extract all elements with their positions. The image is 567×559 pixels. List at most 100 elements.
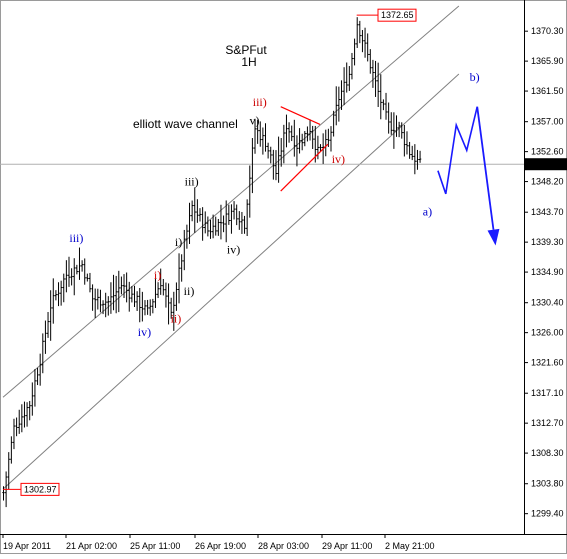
ohlc-bar bbox=[222, 215, 225, 233]
ohlc-bar bbox=[167, 283, 170, 325]
ohlc-bar bbox=[413, 144, 417, 175]
ohlc-bar bbox=[306, 126, 309, 142]
ohlc-bar bbox=[109, 282, 113, 314]
ohlc-bar bbox=[107, 296, 110, 316]
ohlc-bar bbox=[38, 353, 42, 386]
ohlc-bar bbox=[209, 219, 212, 239]
ohlc-bar bbox=[217, 218, 220, 236]
ohlc-bar bbox=[348, 66, 351, 91]
current-price-tag bbox=[525, 158, 567, 171]
ohlc-bar bbox=[12, 418, 16, 450]
ohlc-bar bbox=[101, 300, 105, 315]
ohlc-bar bbox=[329, 126, 333, 152]
ohlc-bar bbox=[337, 86, 341, 122]
price-tick-label: 1352.60 bbox=[531, 147, 564, 157]
ohlc-bar bbox=[88, 272, 92, 293]
ohlc-bar bbox=[198, 208, 202, 222]
ohlc-bar bbox=[316, 135, 320, 160]
ohlc-bar bbox=[214, 216, 217, 236]
time-tick-label: 21 Apr 02:00 bbox=[66, 541, 117, 551]
wave-label: a) bbox=[423, 205, 432, 219]
wave-label: iii) bbox=[253, 95, 267, 109]
ohlc-bar bbox=[28, 400, 31, 421]
ohlc-bar bbox=[133, 285, 136, 307]
ohlc-bar bbox=[245, 199, 249, 237]
high-marker-box bbox=[377, 8, 417, 22]
ohlc-bar bbox=[311, 125, 314, 149]
wave-label: i) bbox=[175, 235, 182, 249]
ohlc-bar bbox=[62, 273, 65, 303]
ohlc-bar bbox=[327, 128, 330, 147]
ohlc-bar bbox=[232, 201, 236, 220]
ohlc-bar bbox=[219, 204, 223, 240]
ohlc-bar bbox=[384, 92, 388, 120]
ohlc-bar bbox=[114, 275, 118, 314]
wave-label: iii) bbox=[69, 231, 83, 245]
projection-path bbox=[437, 106, 478, 195]
ohlc-bar bbox=[335, 86, 338, 126]
wave-label: ii) bbox=[171, 311, 182, 325]
ohlc-bar bbox=[130, 286, 134, 303]
price-tick-label: 1365.90 bbox=[531, 56, 564, 66]
ohlc-bar bbox=[154, 279, 157, 308]
ohlc-bar bbox=[230, 204, 233, 234]
price-axis: 1370.30 1365.90 1361.50 1357.00 1352.60 1348.… bbox=[524, 26, 564, 519]
ohlc-bar bbox=[83, 258, 86, 285]
ohlc-bar bbox=[10, 436, 13, 464]
ohlc-bar bbox=[162, 278, 165, 296]
ohlc-bar bbox=[180, 254, 183, 282]
ohlc-bar bbox=[138, 288, 141, 323]
ohlc-bar bbox=[266, 142, 270, 159]
price-tick-label: 1303.80 bbox=[531, 479, 564, 489]
ohlc-bar bbox=[293, 119, 296, 157]
ohlc-bar bbox=[86, 273, 89, 282]
ohlc-bar bbox=[418, 150, 422, 163]
ohlc-bar bbox=[104, 292, 107, 318]
channel-label: elliott wave channel bbox=[133, 117, 238, 131]
ohlc-bar bbox=[36, 367, 39, 386]
ohlc-bar bbox=[269, 146, 272, 164]
projection-arrow-head bbox=[487, 228, 500, 246]
red-trend-line-1 bbox=[280, 106, 321, 125]
ohlc-bar bbox=[46, 312, 50, 338]
price-tick-label: 1326.00 bbox=[531, 328, 564, 338]
time-axis: 19 Apr 2011 21 Apr 02:00 25 Apr 11:00 26 Ap… bbox=[2, 534, 435, 551]
ohlc-bar bbox=[361, 30, 364, 53]
ohlc-bar bbox=[295, 135, 299, 167]
price-tick-label: 1321.60 bbox=[531, 358, 564, 368]
ohlc-bar bbox=[193, 187, 196, 233]
price-tick-label: 1317.10 bbox=[531, 388, 564, 398]
ohlc-bar bbox=[91, 284, 94, 311]
red-trend-line-2 bbox=[280, 143, 329, 192]
ohlc-bar bbox=[397, 121, 401, 138]
time-tick-label: 29 Apr 11:00 bbox=[322, 541, 372, 551]
ohlc-bar bbox=[169, 297, 173, 319]
ohlc-bar bbox=[172, 291, 175, 331]
time-tick-label: 28 Apr 03:00 bbox=[258, 541, 309, 551]
price-tick-label: 1343.70 bbox=[531, 207, 564, 217]
ohlc-bar bbox=[125, 272, 128, 303]
wave-projection bbox=[437, 106, 500, 246]
ohlc-bar bbox=[18, 409, 21, 434]
ohlc-bar bbox=[369, 49, 372, 74]
ohlc-bar bbox=[135, 291, 139, 311]
ohlc-bar bbox=[345, 62, 348, 93]
chart-subtitle: 1H bbox=[241, 55, 256, 69]
ohlc-bar bbox=[164, 282, 168, 308]
ohlc-bar bbox=[67, 256, 71, 287]
ohlc-bar bbox=[211, 214, 215, 239]
ohlc-bar bbox=[156, 282, 160, 299]
high-marker-label: 1372.65 bbox=[381, 10, 414, 20]
ohlc-bar bbox=[141, 291, 144, 322]
ohlc-bar bbox=[277, 136, 280, 183]
ohlc-bar bbox=[405, 131, 409, 155]
ohlc-bar bbox=[23, 401, 26, 428]
ohlc-bar bbox=[44, 320, 47, 354]
price-tick-label: 1361.50 bbox=[531, 86, 564, 96]
ohlc-bar bbox=[238, 211, 241, 230]
low-marker-label: 1302.97 bbox=[24, 484, 57, 494]
ohlc-bar bbox=[183, 229, 186, 271]
ohlc-bar bbox=[274, 150, 278, 181]
